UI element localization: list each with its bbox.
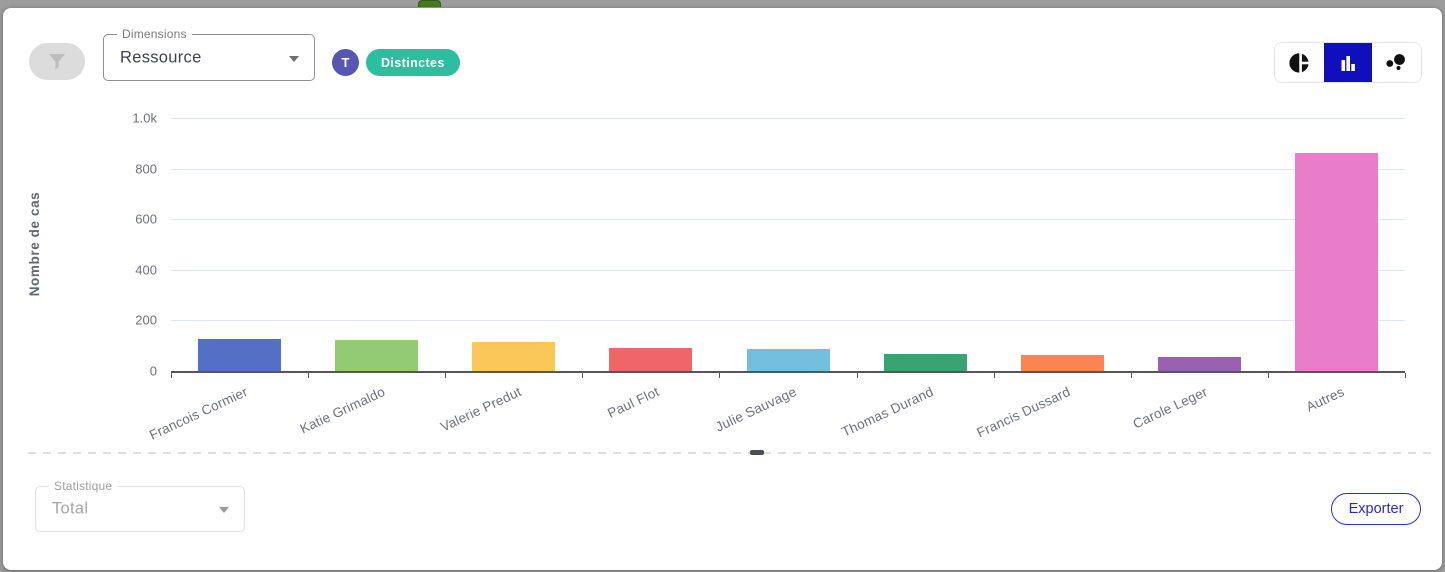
distinct-badge: Distinctes	[366, 49, 460, 76]
x-axis-tick	[1405, 373, 1406, 378]
grid-line	[171, 219, 1405, 221]
bubble-chart-button[interactable]	[1372, 43, 1421, 82]
funnel-icon	[46, 52, 68, 72]
grid-line	[171, 320, 1405, 322]
x-axis-tick	[719, 373, 721, 378]
bar-chart-icon	[1336, 51, 1360, 75]
x-category-label: Katie Grimaldo	[297, 384, 388, 437]
bubble-chart-icon	[1384, 51, 1408, 75]
x-axis-line	[171, 371, 1405, 373]
pie-chart-icon	[1287, 51, 1311, 75]
x-axis-tick	[1130, 373, 1132, 378]
dimensions-select[interactable]: Dimensions Ressource	[103, 27, 315, 81]
bar[interactable]	[746, 349, 830, 371]
type-badge: T	[332, 49, 359, 76]
x-category-label: Francois Cormier	[146, 384, 250, 443]
x-category-label: Carole Leger	[1130, 384, 1210, 432]
y-tick-label: 600	[135, 211, 157, 227]
dimensions-select-label: Dimensions	[117, 27, 192, 41]
x-category-label: Valerie Predut	[438, 384, 525, 435]
bar[interactable]	[335, 340, 419, 371]
statistic-select-label: Statistique	[49, 479, 118, 493]
bar[interactable]	[1020, 355, 1104, 371]
filter-button[interactable]	[29, 43, 85, 80]
bar[interactable]	[883, 354, 967, 371]
x-axis-tick	[445, 373, 447, 378]
x-category-label: Julie Sauvage	[712, 384, 799, 435]
y-tick-label: 200	[135, 312, 157, 328]
x-axis-tick	[1267, 373, 1269, 378]
y-tick-label: 800	[135, 161, 157, 177]
y-tick-label: 400	[135, 262, 157, 278]
x-axis-tick	[308, 373, 310, 378]
pie-chart-button[interactable]	[1275, 43, 1324, 82]
chart-widget-card	[3, 8, 1442, 570]
bar[interactable]	[609, 347, 693, 371]
x-axis-tick	[582, 373, 584, 378]
grid-line	[171, 269, 1405, 271]
resize-divider[interactable]	[28, 450, 1437, 455]
x-category-label: Thomas Durand	[839, 384, 936, 440]
grid-line	[171, 118, 1405, 119]
export-button[interactable]: Exporter	[1331, 493, 1421, 525]
statistic-select[interactable]: Statistique Total	[35, 479, 245, 532]
bar[interactable]	[1157, 357, 1241, 371]
x-axis-tick	[993, 373, 995, 378]
y-tick-label: 1.0k	[132, 110, 157, 126]
dimensions-select-value: Ressource	[120, 48, 202, 66]
grid-line	[171, 168, 1405, 170]
chevron-down-icon	[219, 507, 229, 513]
drag-handle-icon[interactable]	[750, 450, 764, 455]
bar-chart-button[interactable]	[1323, 43, 1373, 82]
background-peek-tab	[418, 0, 441, 7]
x-axis-tick	[171, 373, 172, 378]
statistic-select-value: Total	[52, 499, 89, 518]
x-category-label: Autres	[1304, 384, 1347, 415]
x-category-label: Francis Dussard	[974, 384, 1073, 441]
x-axis-tick	[856, 373, 858, 378]
chart-type-toggle	[1274, 42, 1422, 83]
chevron-down-icon	[289, 55, 299, 62]
bar[interactable]	[1294, 152, 1378, 371]
y-tick-label: 0	[149, 363, 157, 379]
bar[interactable]	[472, 341, 556, 371]
bar[interactable]	[198, 339, 282, 371]
x-category-label: Paul Flot	[604, 384, 662, 421]
